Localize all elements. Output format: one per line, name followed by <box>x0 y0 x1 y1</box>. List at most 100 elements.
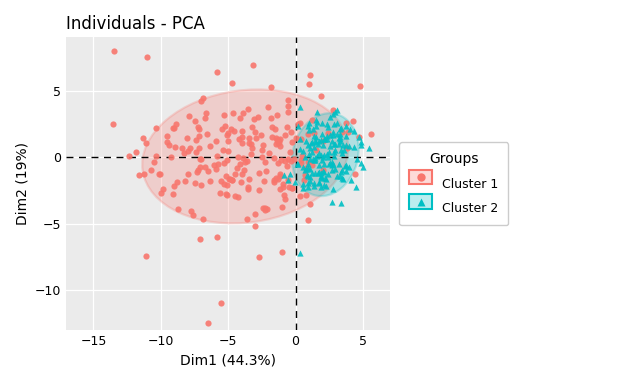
Cluster 1 <box>286 158 296 164</box>
Cluster 2 <box>298 185 308 191</box>
Cluster 2 <box>292 123 303 129</box>
X-axis label: Dim1 (44.3%): Dim1 (44.3%) <box>180 354 276 368</box>
Cluster 1 <box>212 153 223 159</box>
Cluster 1 <box>273 137 283 144</box>
Cluster 1 <box>311 147 321 153</box>
Cluster 2 <box>295 104 305 110</box>
Cluster 1 <box>266 115 276 121</box>
Cluster 1 <box>301 192 311 198</box>
Cluster 1 <box>183 148 193 154</box>
Cluster 1 <box>244 141 254 147</box>
Cluster 1 <box>200 164 211 170</box>
Cluster 2 <box>335 126 346 132</box>
Cluster 2 <box>336 124 346 131</box>
Cluster 1 <box>323 130 333 136</box>
Cluster 2 <box>298 148 308 154</box>
Cluster 1 <box>156 190 166 196</box>
Cluster 1 <box>299 177 309 183</box>
Cluster 2 <box>330 141 340 147</box>
Cluster 2 <box>346 177 356 183</box>
Cluster 1 <box>191 136 201 142</box>
Cluster 2 <box>320 175 330 181</box>
Cluster 1 <box>230 171 240 177</box>
Cluster 1 <box>198 216 209 222</box>
Cluster 1 <box>287 139 298 145</box>
Cluster 2 <box>312 141 323 147</box>
Cluster 1 <box>227 177 237 183</box>
Cluster 1 <box>244 176 254 182</box>
Cluster 1 <box>246 141 256 147</box>
Cluster 1 <box>243 186 253 192</box>
Cluster 2 <box>305 156 315 162</box>
Cluster 2 <box>279 172 289 178</box>
Cluster 2 <box>314 179 324 185</box>
Cluster 1 <box>209 162 219 168</box>
Cluster 1 <box>254 170 264 177</box>
Cluster 1 <box>287 185 297 192</box>
Cluster 2 <box>334 141 344 147</box>
Cluster 1 <box>275 173 285 179</box>
Cluster 2 <box>321 183 332 189</box>
Cluster 1 <box>280 132 291 138</box>
Cluster 1 <box>246 124 257 131</box>
Cluster 1 <box>261 167 271 173</box>
Cluster 2 <box>323 124 333 130</box>
Cluster 2 <box>300 154 310 160</box>
Cluster 1 <box>170 144 180 150</box>
Cluster 1 <box>341 120 351 126</box>
Cluster 2 <box>338 176 348 182</box>
Cluster 1 <box>151 125 161 131</box>
Cluster 1 <box>193 124 204 130</box>
Cluster 1 <box>269 177 279 183</box>
Cluster 2 <box>335 134 345 141</box>
Cluster 2 <box>303 161 313 167</box>
Cluster 2 <box>303 180 314 186</box>
Cluster 1 <box>296 136 306 142</box>
Cluster 2 <box>312 118 322 124</box>
Cluster 1 <box>200 115 211 121</box>
Cluster 1 <box>218 147 228 153</box>
Cluster 1 <box>248 62 258 68</box>
Cluster 1 <box>236 115 246 121</box>
Cluster 2 <box>316 137 326 143</box>
Cluster 1 <box>141 139 151 146</box>
Cluster 1 <box>212 234 223 241</box>
Cluster 2 <box>328 161 338 167</box>
Cluster 2 <box>341 168 351 174</box>
Cluster 1 <box>221 191 231 197</box>
Cluster 1 <box>300 172 310 178</box>
Cluster 2 <box>319 136 330 142</box>
Cluster 1 <box>268 134 278 140</box>
Cluster 1 <box>194 144 204 151</box>
Cluster 1 <box>296 160 306 166</box>
Cluster 2 <box>305 166 315 172</box>
Cluster 1 <box>366 131 376 137</box>
Cluster 2 <box>310 157 320 163</box>
Cluster 2 <box>303 165 313 172</box>
Cluster 1 <box>240 159 250 165</box>
Cluster 2 <box>298 181 308 187</box>
Cluster 1 <box>202 131 212 137</box>
Cluster 2 <box>292 161 302 167</box>
Cluster 2 <box>303 123 313 129</box>
Cluster 1 <box>149 159 159 165</box>
Cluster 1 <box>303 216 314 223</box>
Cluster 1 <box>250 211 260 217</box>
Cluster 2 <box>325 132 335 138</box>
Cluster 1 <box>307 162 317 168</box>
Cluster 2 <box>306 140 316 146</box>
Cluster 2 <box>319 182 330 188</box>
Cluster 1 <box>215 190 225 196</box>
Cluster 2 <box>309 182 319 188</box>
Cluster 2 <box>316 170 326 176</box>
Cluster 2 <box>326 167 337 173</box>
Cluster 2 <box>339 147 349 153</box>
Cluster 1 <box>262 206 272 212</box>
Cluster 1 <box>239 167 249 173</box>
Cluster 1 <box>140 253 150 259</box>
Cluster 2 <box>324 115 335 121</box>
Cluster 2 <box>304 151 314 157</box>
Cluster 1 <box>190 180 200 186</box>
Cluster 2 <box>323 154 333 160</box>
Cluster 1 <box>201 110 211 116</box>
